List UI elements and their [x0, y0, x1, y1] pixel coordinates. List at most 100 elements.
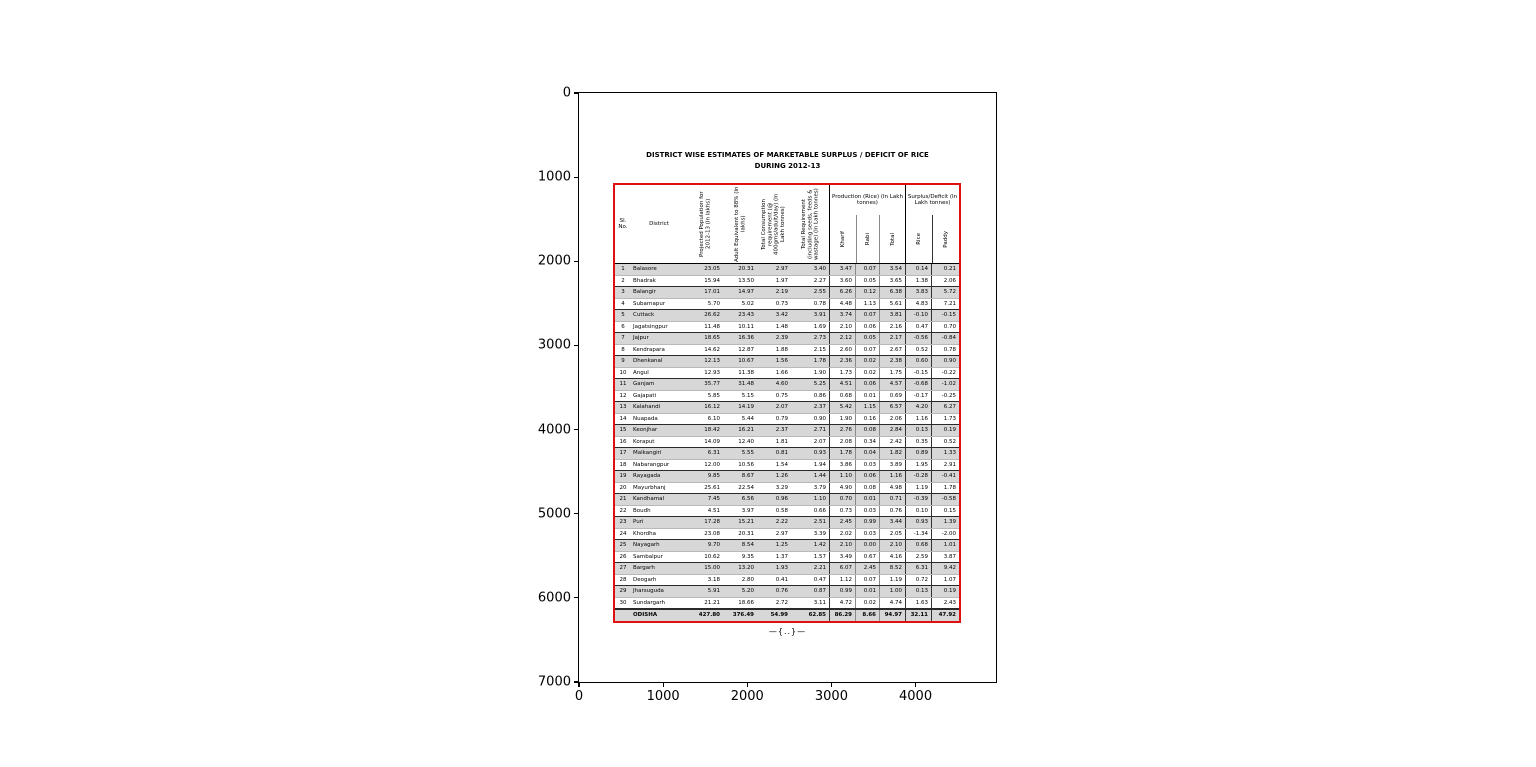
table-cell: 0.78 — [931, 344, 959, 355]
col-group-production: Production (Rice) (In Lakh tonnes) Khari… — [829, 185, 905, 263]
table-cell: 12.13 — [704, 358, 720, 365]
table-cell: 22 — [619, 507, 627, 514]
table-cell: 0.73 — [829, 505, 855, 516]
y-tick-label: 6000 — [537, 590, 571, 606]
table-cell: Kalahandi — [633, 404, 661, 411]
table-cell: 1.15 — [855, 402, 879, 413]
x-tick-mark — [662, 682, 664, 687]
table-cell: -0.25 — [931, 390, 959, 401]
table-cell: 1.33 — [931, 448, 959, 459]
table-cell: 6 — [621, 323, 625, 330]
table-cell: Bargarh — [633, 565, 655, 572]
table-row: 25 Nayagarh 9.70 8.54 1.25 1.42 2.10 0.00 2.10 0.… — [615, 540, 959, 552]
table-cell: 20 — [619, 484, 627, 491]
table-title-line1: DISTRICT WISE ESTIMATES OF MARKETABLE SU… — [646, 151, 929, 159]
table-cell: 0.10 — [905, 505, 931, 516]
table-cell: 2.06 — [879, 413, 905, 424]
table-cell: 0.90 — [813, 415, 826, 422]
table-cell: -0.28 — [905, 471, 931, 482]
col-header-rabi: Rabi — [864, 232, 871, 246]
table-cell: 3.54 — [879, 264, 905, 275]
table-cell: -0.15 — [905, 367, 931, 378]
table-cell: 6.57 — [879, 402, 905, 413]
x-tick-label: 0 — [574, 689, 584, 704]
table-cell: 54.99 — [770, 612, 788, 619]
table-cell: 0.02 — [855, 597, 879, 608]
table-cell: 0.34 — [855, 436, 879, 447]
table-row: 6 Jagatsingpur 11.48 10.11 1.48 1.69 2.10 0.06 2… — [615, 321, 959, 333]
table-cell: 5.61 — [879, 298, 905, 309]
table-cell: 16.36 — [738, 335, 754, 342]
table-cell: 3.74 — [829, 310, 855, 321]
y-tick-label: 3000 — [537, 337, 571, 353]
table-cell: 4.51 — [829, 379, 855, 390]
table-row: 14 Nuapada 6.10 5.44 0.79 0.90 1.90 0.16 2.06 1.1… — [615, 413, 959, 425]
table-cell: 1.16 — [905, 413, 931, 424]
table-cell: 0.72 — [905, 574, 931, 585]
table-cell: 16.12 — [704, 404, 720, 411]
table-cell: 17.28 — [704, 519, 720, 526]
table-header: Sl. No. District Projected Population fo… — [615, 185, 959, 264]
table-cell: 0.73 — [775, 300, 788, 307]
table-cell: 2.10 — [879, 540, 905, 551]
table-row: 1 Balasore 23.05 20.31 2.97 3.40 3.47 0.07 3.54 0… — [615, 264, 959, 276]
table-row: 12 Gajapati 5.85 5.15 0.75 0.86 0.68 0.01 0.69 -0… — [615, 390, 959, 402]
table-cell: 12 — [619, 392, 627, 399]
table-cell: 2 — [621, 277, 625, 284]
table-cell: 0.76 — [775, 588, 788, 595]
table-cell: 0.89 — [905, 448, 931, 459]
table-cell: 0.21 — [931, 264, 959, 275]
table-cell: 7 — [621, 335, 625, 342]
table-cell: Jagatsingpur — [633, 323, 668, 330]
x-tick-mark — [578, 682, 580, 687]
table-cell: Cuttack — [633, 312, 655, 319]
table-cell: 2.73 — [813, 335, 826, 342]
table-cell: 2.10 — [829, 321, 855, 332]
table-cell: 9 — [621, 358, 625, 365]
table-cell: -1.34 — [905, 528, 931, 539]
table-cell: 0.93 — [813, 450, 826, 457]
x-tick-label: 2000 — [730, 689, 764, 704]
table-cell: 12.00 — [704, 461, 720, 468]
table-row: 22 Boudh 4.51 3.97 0.58 0.66 0.73 0.03 0.76 0.10 0… — [615, 505, 959, 517]
table-cell: 1.13 — [855, 298, 879, 309]
table-cell: 2.08 — [829, 436, 855, 447]
table-cell: 0.68 — [905, 540, 931, 551]
table-cell: 0.79 — [775, 415, 788, 422]
table-cell: 1.00 — [879, 586, 905, 597]
table-cell: 23.43 — [738, 312, 754, 319]
table-cell: 0.07 — [855, 574, 879, 585]
table-cell: 0.02 — [855, 356, 879, 367]
table-cell: 0.07 — [855, 344, 879, 355]
table-cell: 1.57 — [813, 553, 826, 560]
table-cell: 1.78 — [829, 448, 855, 459]
y-tick-mark — [574, 513, 579, 515]
table-cell: 5.25 — [813, 381, 826, 388]
table-cell: 21.21 — [704, 599, 720, 606]
table-cell: 2.10 — [829, 540, 855, 551]
table-cell: 6.38 — [879, 287, 905, 298]
table-cell: 2.17 — [879, 333, 905, 344]
table-cell: Jajpur — [633, 335, 649, 342]
col-header-total-requirement: Total Requirement (including seeds, feed… — [800, 188, 820, 260]
table-row: 26 Sambalpur 10.62 9.35 1.37 1.57 3.49 0.67 4.16… — [615, 551, 959, 563]
table-cell: 8.66 — [855, 610, 879, 621]
y-tick-label: 5000 — [537, 506, 571, 522]
table-cell: 5.85 — [707, 392, 720, 399]
table-cell: Jharsuguda — [633, 588, 664, 595]
table-cell: 24 — [619, 530, 627, 537]
table-cell: 26.62 — [704, 312, 720, 319]
table-cell: 4.57 — [879, 379, 905, 390]
table-cell: 0.93 — [905, 517, 931, 528]
table-row: 2 Bhadrak 15.94 13.50 1.97 2.27 3.60 0.05 3.65 1.… — [615, 275, 959, 287]
table-row: 17 Malkangiri 6.31 5.55 0.81 0.93 1.78 0.04 1.82… — [615, 448, 959, 460]
table-cell: 3.49 — [829, 551, 855, 562]
table-cell: Nabarangpur — [633, 461, 670, 468]
table-cell: 2.59 — [905, 551, 931, 562]
table-cell: 6.27 — [931, 402, 959, 413]
y-tick-mark — [574, 176, 579, 178]
table-cell: 6.26 — [829, 287, 855, 298]
table-cell: 10 — [619, 369, 627, 376]
table-cell: 9.70 — [707, 542, 720, 549]
table-cell: 9.42 — [931, 563, 959, 574]
